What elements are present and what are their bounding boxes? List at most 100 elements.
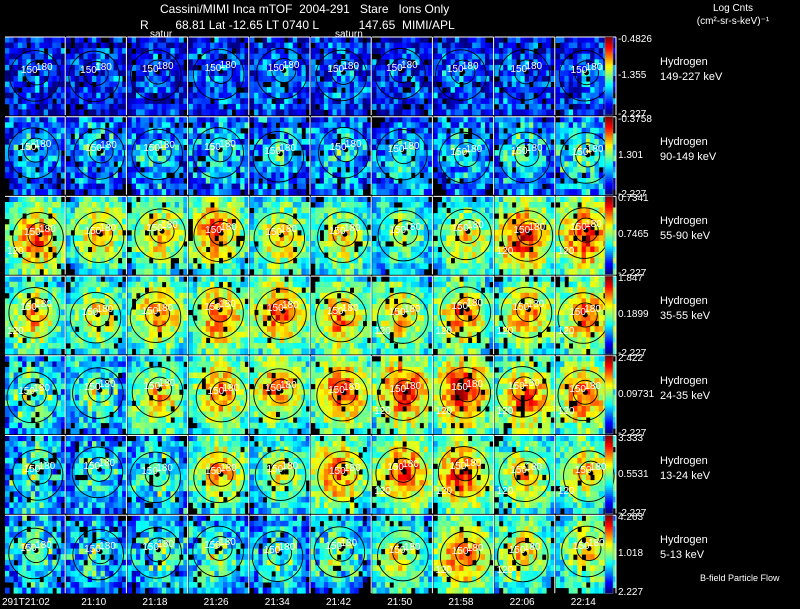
panel-r2-c9 bbox=[494, 116, 556, 196]
ring-label-180: 180 bbox=[35, 539, 52, 551]
ring-label-150: 150 bbox=[451, 301, 469, 313]
panel-r4-c5 bbox=[249, 275, 311, 355]
ring-label-180: 180 bbox=[158, 140, 175, 152]
ring-label-150: 150 bbox=[205, 225, 222, 237]
ring-label-150: 150 bbox=[389, 224, 407, 236]
panel-r7-c7 bbox=[372, 514, 433, 594]
ring-label-180: 180 bbox=[466, 298, 484, 310]
row-energy: 90-149 keV bbox=[660, 150, 717, 163]
ring-label-180: 180 bbox=[402, 459, 419, 471]
colorbar-mid: 0.09731 bbox=[618, 388, 655, 400]
ring-label-150: 150 bbox=[83, 382, 101, 394]
ring-label-120: 120 bbox=[7, 246, 24, 258]
panel-r4-c9 bbox=[494, 275, 556, 355]
panel-r5-c5 bbox=[249, 355, 311, 435]
ring-label-150: 150 bbox=[141, 466, 158, 478]
colorbar-max: 4.263 bbox=[618, 512, 644, 524]
panel-r5-c1 bbox=[5, 355, 66, 435]
ring-label-150: 150 bbox=[570, 64, 588, 76]
panel-r7-c6 bbox=[311, 514, 372, 594]
panel-r4-c6 bbox=[311, 275, 372, 355]
ring-label-180: 180 bbox=[466, 542, 484, 554]
ring-label-180: 180 bbox=[466, 378, 483, 390]
ring-label-120: 120 bbox=[496, 485, 514, 497]
colorbar-max: -0.4826 bbox=[618, 34, 652, 45]
ring-label-150: 150 bbox=[143, 381, 161, 393]
ring-label-150: 150 bbox=[204, 540, 221, 552]
ring-label-150: 150 bbox=[85, 142, 102, 154]
ring-label-150: 150 bbox=[328, 226, 346, 238]
ring-label-180: 180 bbox=[589, 462, 607, 474]
colorbar-min: -2.227 bbox=[618, 507, 647, 519]
colorbar-2 bbox=[604, 116, 614, 196]
row-species: Hydrogen bbox=[660, 534, 708, 547]
ring-label-150: 150 bbox=[570, 222, 587, 234]
ring-label-150: 150 bbox=[19, 142, 37, 154]
panel-r2-c7 bbox=[372, 116, 433, 196]
ring-label-180: 180 bbox=[584, 304, 601, 316]
row-species: Hydrogen bbox=[660, 135, 708, 148]
ring-label-180: 180 bbox=[461, 61, 479, 73]
ring-label-180: 180 bbox=[219, 60, 237, 72]
panel-r6-c1 bbox=[5, 435, 66, 514]
colorbar-max: -0.3758 bbox=[618, 113, 652, 125]
ring-label-150: 150 bbox=[83, 461, 101, 473]
ring-label-150: 150 bbox=[325, 541, 343, 553]
colorbar-mid: 0.7465 bbox=[618, 229, 649, 241]
panel-r1-c7 bbox=[372, 36, 433, 116]
ring-label-150: 150 bbox=[388, 544, 406, 556]
saturn-label-1: satur bbox=[150, 29, 173, 40]
ring-label-180: 180 bbox=[34, 139, 52, 151]
row-species: Hydrogen bbox=[660, 295, 708, 308]
ring-label-120: 120 bbox=[557, 405, 575, 417]
ring-label-150: 150 bbox=[204, 141, 221, 153]
time-label: 21:34 bbox=[264, 597, 290, 608]
ring-label-150: 150 bbox=[446, 64, 464, 76]
row-energy: 24-35 keV bbox=[660, 389, 711, 402]
ring-label-150: 150 bbox=[266, 464, 284, 476]
row-species: Hydrogen bbox=[660, 454, 708, 467]
ring-label-180: 180 bbox=[585, 61, 603, 73]
ring-label-180: 180 bbox=[95, 62, 112, 74]
panel-r2-c5 bbox=[249, 116, 311, 196]
colorbar-min: 2.227 bbox=[618, 587, 644, 599]
ring-label-150: 150 bbox=[329, 141, 347, 153]
ring-label-180: 180 bbox=[523, 542, 541, 554]
ring-label-150: 150 bbox=[81, 306, 99, 318]
panel-r6-c2 bbox=[66, 435, 127, 514]
colorbar-mid: -1.355 bbox=[618, 70, 647, 81]
panel-r5-c4 bbox=[188, 355, 250, 435]
panel-r6-c3 bbox=[127, 435, 189, 514]
ring-label-180: 180 bbox=[342, 61, 360, 73]
ring-label-180: 180 bbox=[528, 221, 546, 233]
ring-label-180: 180 bbox=[157, 538, 174, 550]
panel-r6-c5 bbox=[249, 435, 311, 514]
time-label: 21:50 bbox=[387, 597, 413, 608]
ring-label-180: 180 bbox=[100, 139, 117, 151]
panel-r7-c5 bbox=[249, 514, 311, 594]
panel-r5-c9 bbox=[494, 355, 556, 435]
panel-r6-c8 bbox=[433, 435, 495, 514]
panel-r4-c8 bbox=[433, 275, 495, 355]
ring-label-180: 180 bbox=[585, 219, 602, 231]
time-label: 21:58 bbox=[448, 597, 474, 608]
ring-label-180: 180 bbox=[35, 61, 53, 73]
ring-label-150: 150 bbox=[24, 226, 41, 238]
panel-r3-c5 bbox=[249, 195, 311, 275]
ring-label-180: 180 bbox=[39, 223, 56, 235]
ring-label-180: 180 bbox=[222, 382, 240, 394]
ring-label-120: 120 bbox=[496, 326, 514, 338]
ring-label-150: 150 bbox=[326, 305, 344, 317]
panel-r2-c1 bbox=[5, 116, 66, 196]
row-energy: 55-90 keV bbox=[660, 230, 711, 243]
ring-label-180: 180 bbox=[282, 59, 300, 71]
row-energy: 13-24 keV bbox=[660, 469, 711, 482]
ring-label-150: 150 bbox=[451, 381, 468, 393]
ring-label-150: 150 bbox=[207, 385, 225, 397]
colorbar-max: 3.333 bbox=[618, 432, 644, 444]
ring-label-180: 180 bbox=[279, 142, 296, 154]
ring-label-180: 180 bbox=[281, 300, 299, 312]
panel-r3-c6 bbox=[311, 195, 372, 275]
ring-label-120: 120 bbox=[374, 485, 391, 497]
colorbar-mid: 0.1899 bbox=[618, 309, 649, 321]
